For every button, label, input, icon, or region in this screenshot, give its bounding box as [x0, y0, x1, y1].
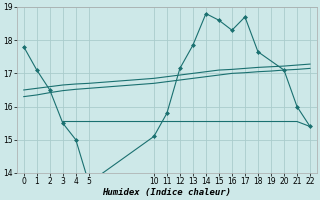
X-axis label: Humidex (Indice chaleur): Humidex (Indice chaleur) [102, 188, 231, 197]
